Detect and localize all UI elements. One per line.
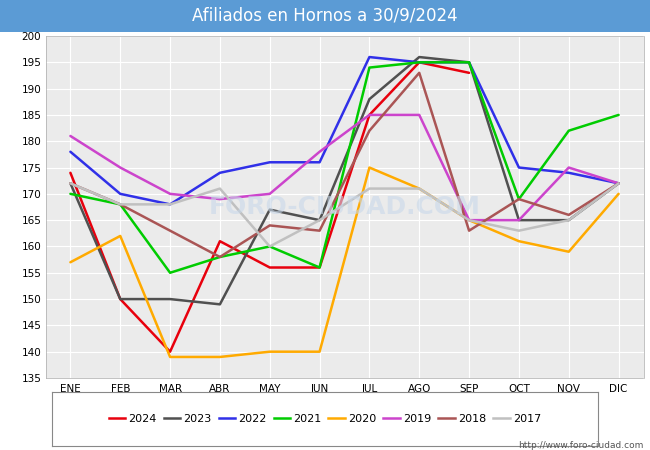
Text: FORO-CIUDAD.COM: FORO-CIUDAD.COM [209,195,480,219]
Legend: 2024, 2023, 2022, 2021, 2020, 2019, 2018, 2017: 2024, 2023, 2022, 2021, 2020, 2019, 2018… [104,409,546,428]
Text: http://www.foro-ciudad.com: http://www.foro-ciudad.com [518,441,644,450]
Text: Afiliados en Hornos a 30/9/2024: Afiliados en Hornos a 30/9/2024 [192,7,458,25]
